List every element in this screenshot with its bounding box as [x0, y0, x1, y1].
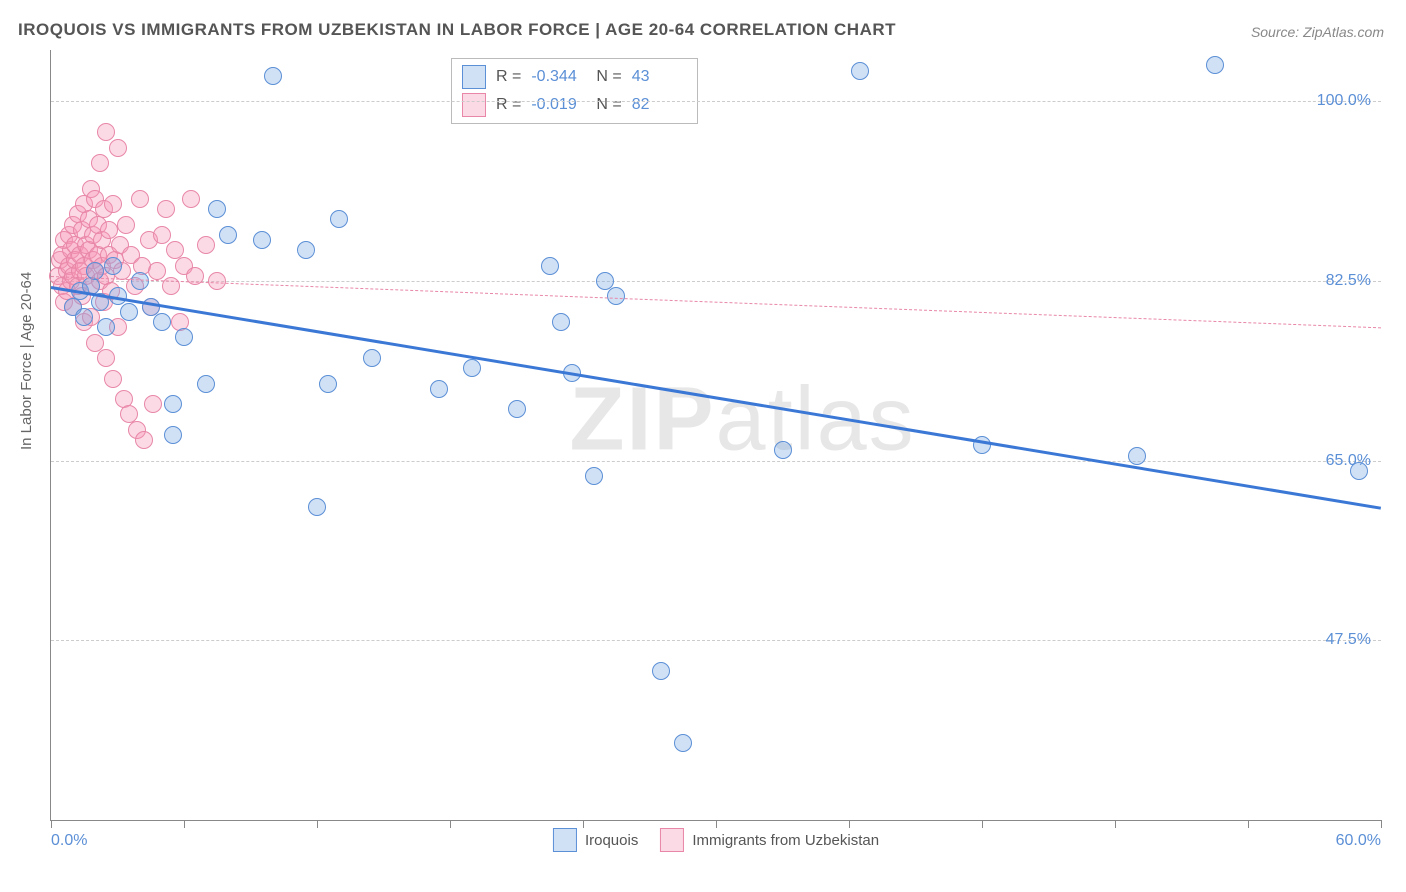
scatter-point — [774, 441, 792, 459]
scatter-point — [104, 370, 122, 388]
x-tick — [1115, 820, 1116, 828]
y-axis-label: In Labor Force | Age 20-64 — [18, 272, 35, 450]
scatter-point — [508, 400, 526, 418]
scatter-point — [175, 328, 193, 346]
scatter-point — [1206, 56, 1224, 74]
n-value-series1: 43 — [632, 68, 687, 86]
scatter-point — [197, 236, 215, 254]
scatter-point — [97, 318, 115, 336]
scatter-point — [330, 210, 348, 228]
scatter-point — [208, 272, 226, 290]
swatch-series2 — [462, 93, 486, 117]
legend-item-series2: Immigrants from Uzbekistan — [660, 828, 879, 852]
scatter-point — [208, 200, 226, 218]
legend-swatch-series2 — [660, 828, 684, 852]
legend-item-series1: Iroquois — [553, 828, 638, 852]
y-tick-label: 47.5% — [1326, 631, 1371, 649]
scatter-point — [851, 62, 869, 80]
scatter-point — [153, 313, 171, 331]
r-value-series2: -0.019 — [531, 96, 586, 114]
scatter-point — [157, 200, 175, 218]
scatter-point — [153, 226, 171, 244]
scatter-point — [363, 349, 381, 367]
scatter-point — [1350, 462, 1368, 480]
gridline-horizontal — [51, 461, 1381, 462]
stats-legend-box: R = -0.344 N = 43 R = -0.019 N = 82 — [451, 58, 698, 124]
scatter-point — [541, 257, 559, 275]
scatter-point — [253, 231, 271, 249]
x-tick — [450, 820, 451, 828]
scatter-point — [109, 139, 127, 157]
r-label: R = — [496, 68, 521, 86]
scatter-point — [197, 375, 215, 393]
r-value-series1: -0.344 — [531, 68, 586, 86]
legend-bottom: Iroquois Immigrants from Uzbekistan — [553, 828, 879, 852]
n-label: N = — [596, 96, 621, 114]
scatter-point — [308, 498, 326, 516]
stats-row-series2: R = -0.019 N = 82 — [462, 91, 687, 119]
scatter-point — [182, 190, 200, 208]
x-tick — [982, 820, 983, 828]
r-label: R = — [496, 96, 521, 114]
scatter-point — [652, 662, 670, 680]
scatter-point — [148, 262, 166, 280]
scatter-point — [104, 195, 122, 213]
gridline-horizontal — [51, 640, 1381, 641]
scatter-point — [97, 349, 115, 367]
y-tick-label: 100.0% — [1317, 92, 1371, 110]
scatter-point — [164, 395, 182, 413]
scatter-point — [319, 375, 337, 393]
x-axis-min-label: 0.0% — [51, 832, 87, 850]
source-attribution: Source: ZipAtlas.com — [1251, 24, 1384, 40]
scatter-point — [1128, 447, 1146, 465]
n-value-series2: 82 — [632, 96, 687, 114]
scatter-point — [131, 190, 149, 208]
x-tick — [1381, 820, 1382, 828]
gridline-horizontal — [51, 101, 1381, 102]
x-axis-max-label: 60.0% — [1336, 832, 1381, 850]
scatter-point — [430, 380, 448, 398]
stats-row-series1: R = -0.344 N = 43 — [462, 63, 687, 91]
scatter-point — [297, 241, 315, 259]
scatter-point — [219, 226, 237, 244]
x-tick — [849, 820, 850, 828]
x-tick — [317, 820, 318, 828]
swatch-series1 — [462, 65, 486, 89]
chart-title: IROQUOIS VS IMMIGRANTS FROM UZBEKISTAN I… — [18, 20, 896, 40]
scatter-point — [135, 431, 153, 449]
legend-swatch-series1 — [553, 828, 577, 852]
y-tick-label: 82.5% — [1326, 272, 1371, 290]
scatter-point — [120, 303, 138, 321]
scatter-point — [585, 467, 603, 485]
legend-label-series2: Immigrants from Uzbekistan — [692, 832, 879, 849]
x-tick — [583, 820, 584, 828]
scatter-point — [674, 734, 692, 752]
scatter-point — [607, 287, 625, 305]
scatter-point — [117, 216, 135, 234]
scatter-point — [144, 395, 162, 413]
scatter-point — [552, 313, 570, 331]
x-tick — [51, 820, 52, 828]
scatter-point — [104, 257, 122, 275]
watermark-atlas: atlas — [716, 369, 916, 469]
scatter-point — [131, 272, 149, 290]
x-tick — [716, 820, 717, 828]
scatter-point — [164, 426, 182, 444]
n-label: N = — [596, 68, 621, 86]
x-tick — [1248, 820, 1249, 828]
scatter-point — [463, 359, 481, 377]
x-tick — [184, 820, 185, 828]
plot-area: ZIPatlas R = -0.344 N = 43 R = -0.019 N … — [50, 50, 1381, 821]
scatter-point — [91, 154, 109, 172]
legend-label-series1: Iroquois — [585, 832, 638, 849]
gridline-horizontal — [51, 281, 1381, 282]
scatter-point — [75, 308, 93, 326]
scatter-point — [264, 67, 282, 85]
